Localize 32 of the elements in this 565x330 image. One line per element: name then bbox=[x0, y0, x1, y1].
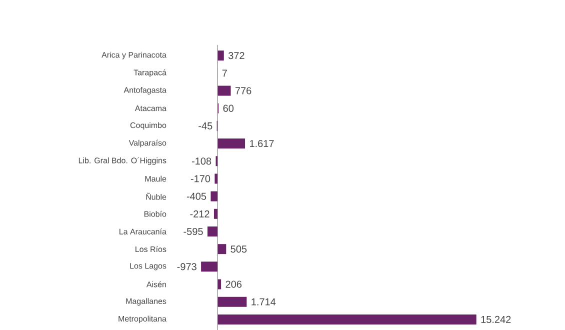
data-label: -595 bbox=[184, 228, 203, 235]
data-label: -45 bbox=[198, 122, 212, 130]
data-label: 206 bbox=[226, 280, 242, 288]
y-tick-label: Metropolitana bbox=[118, 316, 166, 324]
data-label: -405 bbox=[186, 192, 206, 200]
y-tick-label: Lib. Gral Bdo. O´Higgins bbox=[78, 157, 166, 165]
data-label: -108 bbox=[192, 157, 212, 165]
data-label: -973 bbox=[177, 262, 196, 270]
data-label: 15.242 bbox=[481, 316, 511, 323]
y-tick-label: Maule bbox=[145, 176, 166, 182]
y-tick-label: Magallanes bbox=[126, 298, 166, 306]
data-label: 7 bbox=[222, 70, 227, 76]
y-tick-label: Valparaíso bbox=[128, 140, 166, 148]
y-tick-label: Ñuble bbox=[146, 192, 166, 200]
data-label: 776 bbox=[235, 87, 252, 94]
y-tick-label: Coquimbo bbox=[130, 122, 166, 130]
y-tick-label: Los Lagos bbox=[130, 262, 166, 270]
data-label: 1.617 bbox=[250, 140, 274, 147]
y-tick-label: La Araucanía bbox=[120, 228, 166, 234]
y-tick-label: Los Ríos bbox=[136, 246, 166, 252]
data-label: 372 bbox=[228, 52, 244, 59]
y-tick-label: Tarapacá bbox=[134, 69, 166, 77]
data-label: 505 bbox=[230, 245, 247, 252]
data-label: 1.714 bbox=[252, 298, 276, 306]
y-tick-label: Biobío bbox=[144, 210, 166, 217]
y-tick-label: Antofagasta bbox=[124, 86, 166, 94]
y-tick-label: Arica y Parinacota bbox=[102, 52, 166, 60]
data-label: -212 bbox=[190, 210, 210, 218]
y-tick-label: Atacama bbox=[134, 105, 166, 111]
y-tick-label: Aisén bbox=[146, 281, 166, 288]
data-label: 60 bbox=[223, 104, 234, 112]
data-label: -170 bbox=[190, 175, 210, 182]
